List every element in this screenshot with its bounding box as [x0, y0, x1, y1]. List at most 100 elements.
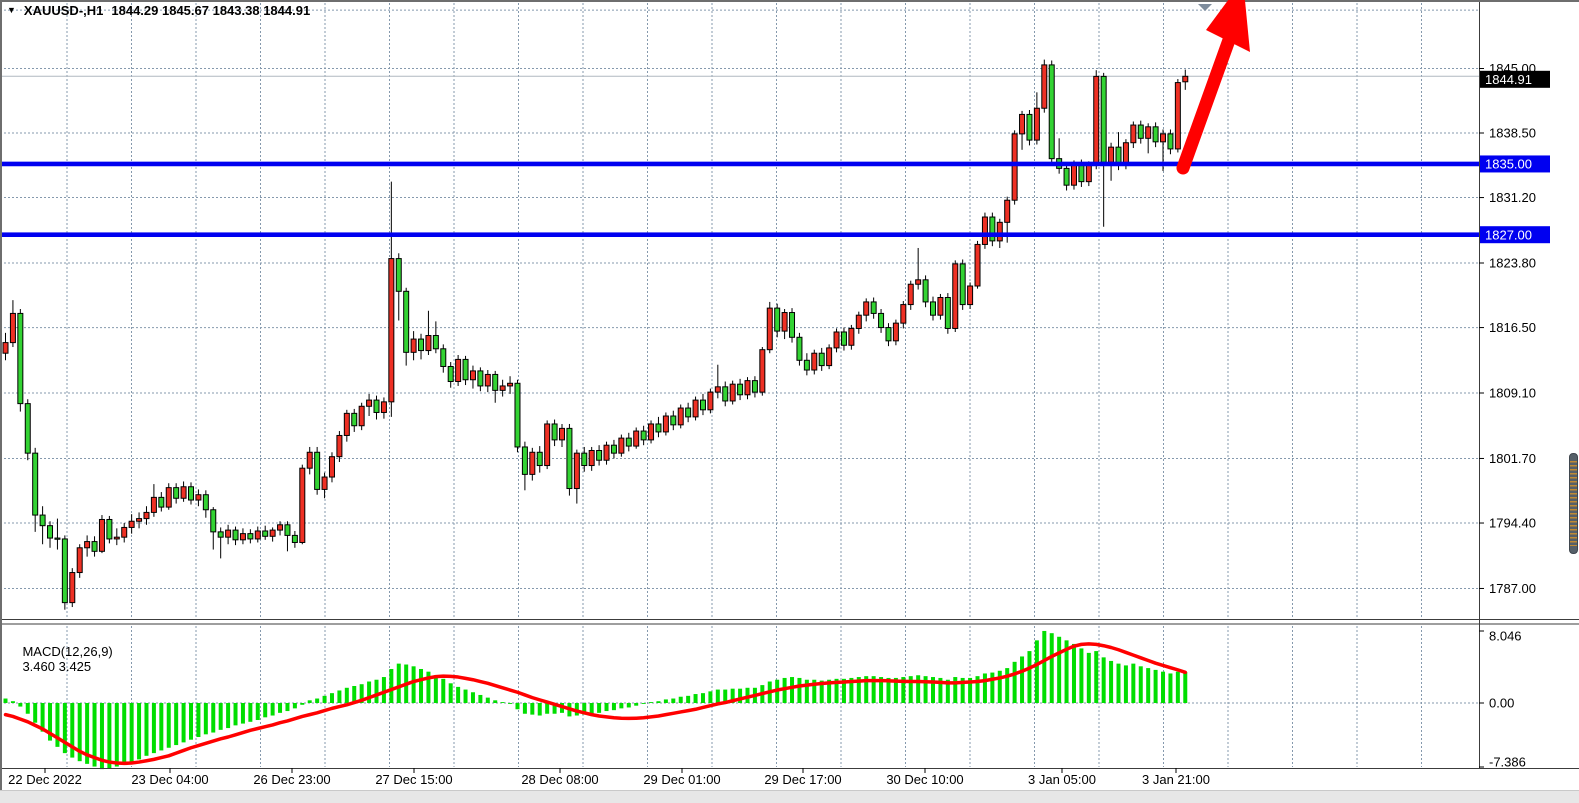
candle — [136, 512, 143, 529]
collapse-triangle-icon[interactable]: ▼ — [7, 4, 16, 15]
candle-body-bull — [128, 520, 135, 528]
price-axis[interactable]: 1845.001838.501831.201823.801816.501809.… — [1479, 61, 1536, 596]
window-top-border — [0, 0, 1579, 2]
macd-bar — [189, 703, 193, 740]
macd-bar — [500, 702, 505, 703]
macd-bar — [611, 703, 616, 711]
candle — [722, 381, 729, 407]
candle-body-bull — [1041, 64, 1048, 109]
candle — [358, 402, 365, 431]
candle — [885, 323, 892, 347]
candle — [670, 410, 677, 431]
macd-bar — [649, 702, 654, 703]
candle-body-bear — [314, 451, 321, 490]
candle — [937, 293, 944, 320]
macd-bar — [1034, 640, 1039, 703]
macd-bar — [92, 703, 97, 767]
candle-body-bull — [1011, 133, 1018, 201]
candle — [284, 521, 291, 552]
macd-bar — [1183, 672, 1188, 703]
pane-separator-top[interactable] — [0, 619, 1579, 620]
macd-bar — [419, 668, 424, 703]
pane-separator-bottom[interactable] — [0, 623, 1579, 625]
candle — [188, 482, 194, 505]
candle-body-bear — [477, 370, 484, 387]
candle-body-bear — [403, 290, 410, 353]
candle-body-bull — [588, 449, 595, 467]
price-axis-label: 1838.50 — [1489, 126, 1536, 141]
price-axis-border — [1479, 2, 1480, 768]
candle-body-bull — [484, 373, 491, 387]
candle — [514, 379, 521, 453]
candle-body-bear — [685, 407, 692, 418]
candle — [662, 412, 669, 436]
candle-body-bull — [388, 258, 395, 403]
macd-bar — [1168, 673, 1173, 703]
candle — [507, 376, 514, 394]
candle-body-bull — [981, 216, 988, 245]
candle-body-bull — [410, 338, 417, 353]
candle — [989, 212, 996, 247]
candle-body-bear — [217, 531, 224, 538]
chart-shift-marker-icon[interactable] — [1198, 4, 1212, 11]
date-axis[interactable]: 22 Dec 2022 23 Dec 04:00 26 Dec 23:00 27 De… — [8, 768, 1210, 787]
candle-body-bull — [603, 444, 610, 461]
candle-body-bear — [514, 382, 521, 448]
macd-bar — [797, 677, 802, 703]
price-line-1835.00[interactable] — [0, 161, 1479, 167]
candle — [403, 287, 410, 366]
macd-bar — [968, 677, 973, 703]
macd-bar — [879, 677, 884, 703]
price-line-1827.00[interactable] — [0, 232, 1479, 238]
candle-body-bull — [974, 243, 981, 287]
candle-body-bear — [284, 524, 291, 536]
candle-body-bull — [544, 423, 551, 467]
candle — [774, 303, 781, 338]
window-bottom-strip — [0, 790, 1579, 803]
candle-body-bull — [2, 342, 9, 354]
candle — [343, 409, 350, 442]
candle-body-bear — [581, 452, 588, 467]
window-left-border — [0, 0, 2, 803]
macd-bar — [700, 693, 705, 703]
candle — [967, 282, 974, 309]
candle — [1152, 122, 1159, 148]
candle — [529, 447, 536, 481]
macd-bar — [923, 676, 928, 703]
candle — [180, 481, 187, 502]
candle-body-bull — [239, 533, 246, 541]
candle — [1182, 69, 1189, 90]
candle-body-bull — [1182, 75, 1189, 83]
candle — [84, 535, 91, 557]
macd-bar — [426, 671, 431, 703]
macd-bar — [1005, 668, 1010, 703]
macd-bar — [1049, 633, 1054, 703]
macd-axis[interactable]: 8.046 0.00 -7.386 — [1479, 629, 1526, 770]
candle — [262, 525, 269, 540]
macd-bar — [515, 703, 520, 710]
candle-body-bull — [907, 283, 914, 306]
candle-body-bull — [915, 279, 922, 285]
candle-body-bull — [113, 536, 120, 540]
candle-body-bear — [1152, 126, 1159, 143]
candle-body-bear — [210, 509, 217, 533]
candle-body-bull — [692, 399, 699, 418]
macd-bar — [1101, 657, 1106, 703]
candle-body-bull — [425, 335, 432, 352]
candle — [573, 449, 580, 504]
vertical-scrollbar-thumb[interactable] — [1569, 453, 1578, 554]
candle — [655, 416, 662, 438]
candle-body-bull — [254, 530, 261, 540]
macd-bar — [285, 703, 290, 712]
candle-body-bear — [291, 534, 298, 543]
candle — [321, 472, 328, 499]
macd-bar — [626, 703, 631, 708]
macd-bar — [263, 703, 268, 718]
candle-body-bear — [566, 427, 573, 490]
candle — [158, 492, 165, 512]
candle — [202, 490, 209, 518]
candle — [277, 521, 284, 536]
trend-arrow-annotation[interactable] — [1176, 0, 1250, 175]
macd-bar — [597, 703, 602, 713]
